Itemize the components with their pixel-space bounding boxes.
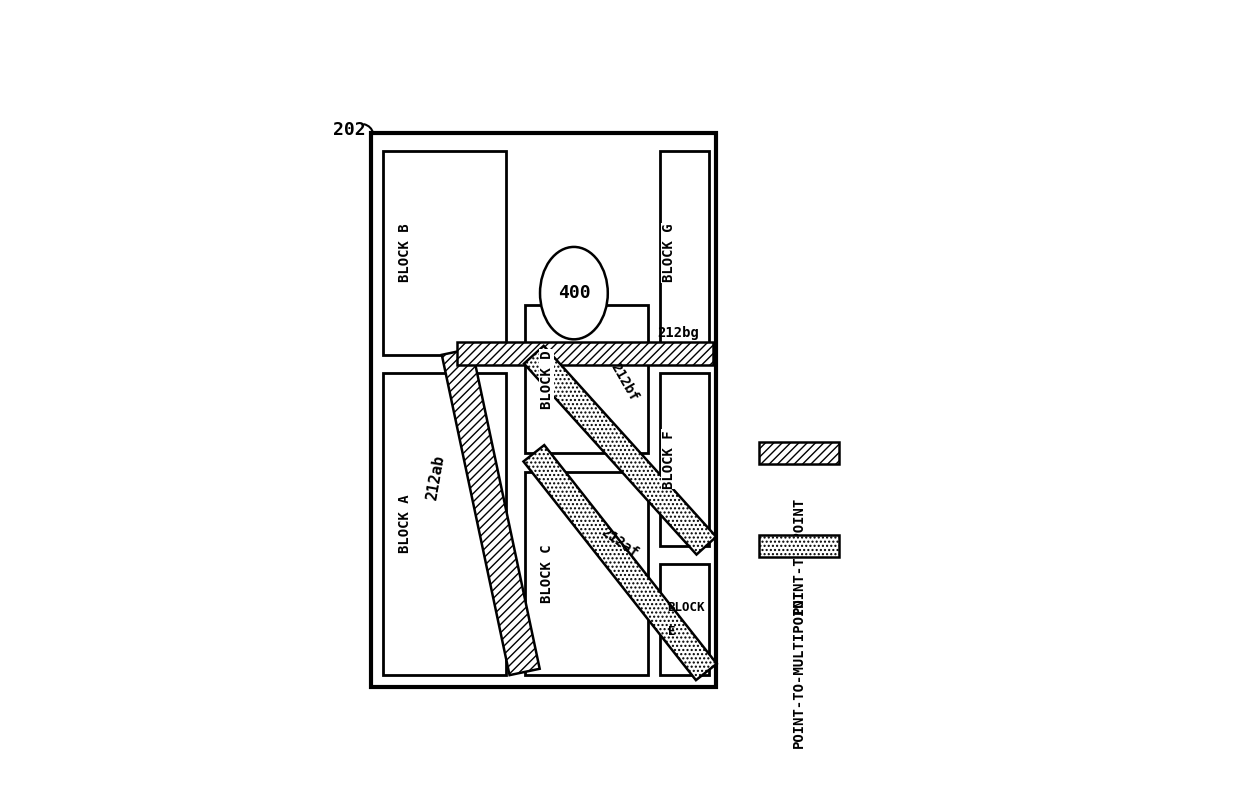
Ellipse shape bbox=[541, 247, 608, 339]
Text: POINT-TO-MULTIPOINT: POINT-TO-MULTIPOINT bbox=[791, 589, 806, 748]
Text: 400: 400 bbox=[558, 284, 590, 302]
Text: 212bg: 212bg bbox=[657, 326, 699, 340]
Text: BLOCK F: BLOCK F bbox=[662, 430, 676, 489]
Bar bbox=[660, 151, 709, 354]
Text: POINT-TO-POINT: POINT-TO-POINT bbox=[791, 496, 806, 614]
Bar bbox=[383, 373, 506, 675]
Polygon shape bbox=[523, 445, 717, 680]
Bar bbox=[660, 373, 709, 546]
Text: 212bf: 212bf bbox=[608, 361, 641, 404]
Text: 202: 202 bbox=[332, 121, 366, 138]
Text: E: E bbox=[667, 626, 675, 638]
Bar bbox=[525, 472, 647, 675]
Polygon shape bbox=[441, 349, 539, 675]
Bar bbox=[383, 151, 506, 354]
Text: BLOCK C: BLOCK C bbox=[539, 544, 554, 602]
Text: 212af: 212af bbox=[599, 525, 641, 560]
Text: BLOCK G: BLOCK G bbox=[662, 224, 676, 282]
Text: 212ab: 212ab bbox=[424, 454, 446, 502]
Bar bbox=[525, 306, 647, 454]
Polygon shape bbox=[759, 442, 838, 464]
Polygon shape bbox=[456, 342, 713, 365]
Text: BLOCK: BLOCK bbox=[667, 601, 706, 614]
Polygon shape bbox=[759, 534, 838, 557]
Text: BLOCK D: BLOCK D bbox=[539, 350, 554, 409]
Bar bbox=[660, 564, 709, 675]
Text: BLOCK B: BLOCK B bbox=[398, 224, 412, 282]
Polygon shape bbox=[525, 346, 717, 554]
Text: BLOCK A: BLOCK A bbox=[398, 495, 412, 554]
Bar bbox=[371, 133, 715, 687]
